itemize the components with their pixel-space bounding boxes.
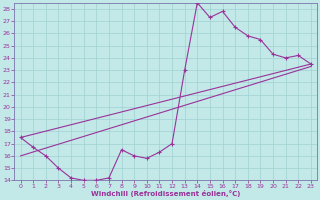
X-axis label: Windchill (Refroidissement éolien,°C): Windchill (Refroidissement éolien,°C)	[91, 190, 240, 197]
